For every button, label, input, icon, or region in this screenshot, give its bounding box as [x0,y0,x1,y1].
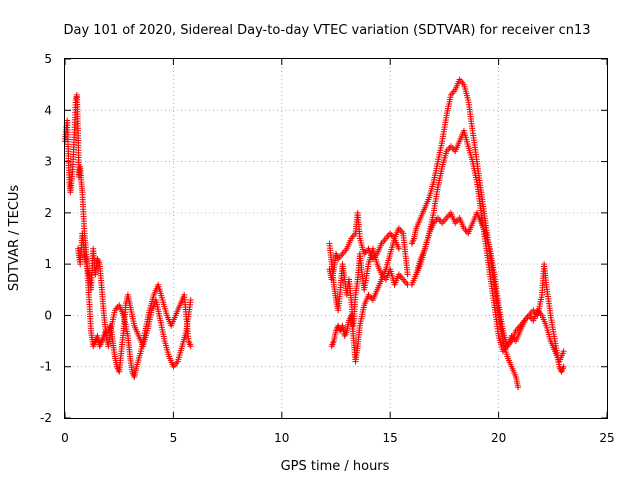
series-track-e [326,209,402,283]
x-tick-labels: 0 5 10 15 20 25 [61,431,614,445]
x-tick-label: 15 [383,431,398,445]
series-track-b [75,230,194,380]
plot-frame [64,58,608,419]
y-tick-label: 2 [44,206,52,220]
data-point [404,271,411,278]
grid-lines [65,59,607,418]
y-tick-label: 3 [44,155,52,169]
data-point [560,363,567,370]
x-tick-label: 5 [170,431,178,445]
y-tick-label: 1 [44,257,52,271]
x-axis-title: GPS time / hours [281,459,390,474]
x-tick-label: 10 [274,431,289,445]
y-tick-label: 0 [44,308,52,322]
series-track-a [62,91,194,375]
chart-title: Day 101 of 2020, Sidereal Day-to-day VTE… [63,23,590,38]
y-tick-label: -1 [40,360,52,374]
data-point [187,297,194,303]
data-point [560,348,567,355]
data-point [187,343,194,350]
y-tick-label: 5 [44,52,52,66]
y-axis-title: SDTVAR / TECUs [7,185,22,292]
tick-marks [64,58,608,419]
data-points [62,76,567,391]
y-tick-label: -2 [40,411,52,425]
x-tick-label: 20 [491,431,506,445]
x-tick-label: 0 [61,431,69,445]
series-track-d [326,240,411,329]
series-track-f [408,76,522,391]
y-tick-label: 4 [44,103,52,117]
data-point [515,384,522,391]
y-tick-labels: -2 -1 0 1 2 3 4 5 [40,52,52,425]
data-point [395,245,402,252]
x-tick-label: 25 [599,431,614,445]
series-track-h [408,209,567,375]
